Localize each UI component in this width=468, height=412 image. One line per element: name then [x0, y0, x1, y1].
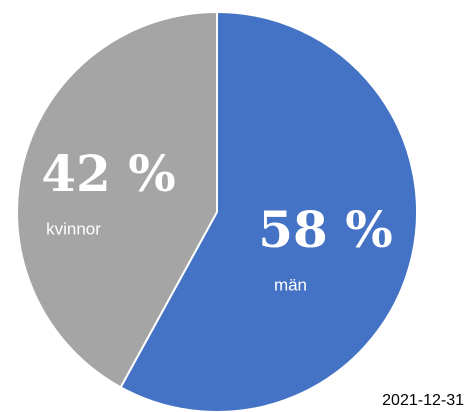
value-label: 42 %	[41, 144, 176, 203]
pie-slice	[16, 10, 218, 389]
date-label: 2021-12-31	[382, 392, 464, 409]
category-label: män	[274, 275, 307, 294]
category-label: kvinnor	[46, 220, 101, 239]
value-label: 58 %	[258, 200, 393, 259]
